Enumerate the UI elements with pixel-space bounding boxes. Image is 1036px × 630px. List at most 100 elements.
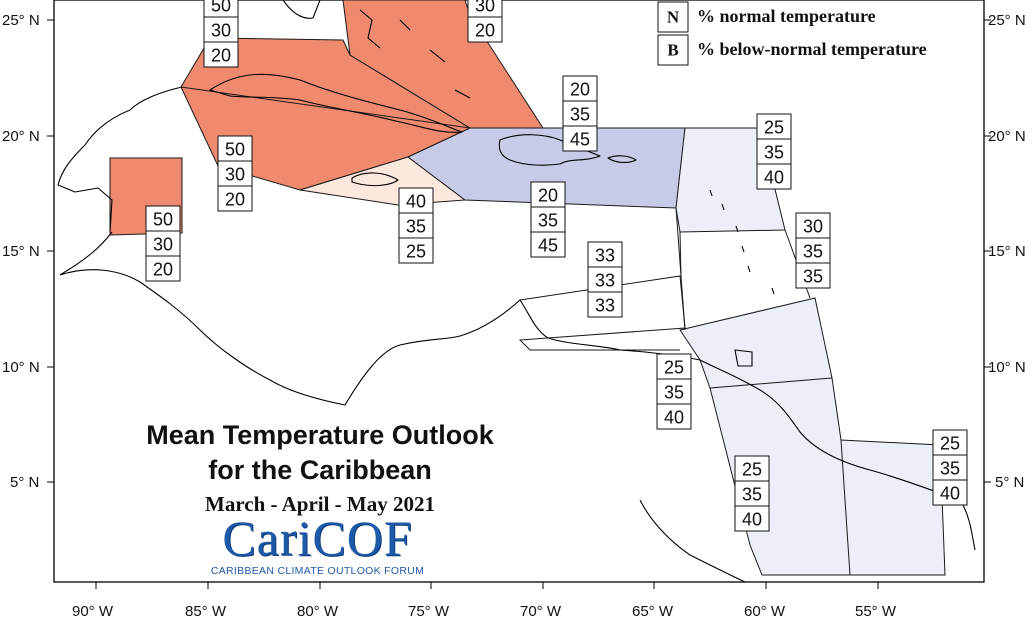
lat-label: 25° N	[988, 12, 1026, 29]
logo-wordmark: CariCOF	[222, 510, 413, 566]
legend-label: % below-normal temperature	[697, 39, 927, 59]
probability-cell	[656, 353, 692, 380]
lat-label: 5° N	[10, 474, 39, 491]
legend-key-box	[657, 34, 689, 66]
lat-label: 20° N	[2, 128, 40, 145]
probability-value: 40	[940, 484, 960, 504]
lon-label: 55° W	[855, 603, 897, 620]
probability-value: 35	[406, 217, 426, 237]
axis-ticks	[47, 19, 991, 589]
probability-value: 40	[764, 168, 784, 188]
probability-value: 40	[406, 192, 426, 212]
lat-label: 10° N	[988, 359, 1026, 376]
probability-value: 45	[570, 130, 590, 150]
lat-label: 15° N	[988, 243, 1026, 260]
forecast-box-guyana: 25 35 40	[734, 455, 770, 532]
probability-cell	[217, 185, 253, 212]
forecast-box-cuba-north: 50 30 20	[203, 0, 239, 68]
season-label: March - April - May 2021	[205, 492, 435, 516]
probability-value: 40	[664, 408, 684, 428]
coast-bahamas	[359, 9, 471, 99]
lon-label: 90° W	[72, 603, 114, 620]
probability-cell	[795, 212, 831, 239]
region-south-america	[679, 297, 946, 576]
probability-value: 35	[664, 383, 684, 403]
probability-cell	[932, 479, 968, 506]
probability-cell	[530, 206, 566, 233]
probability-cell	[562, 75, 598, 102]
forecast-box-cuba-west: 50 30 20	[217, 135, 253, 212]
probability-value: 35	[803, 267, 823, 287]
probability-cell	[795, 237, 831, 264]
probability-cell	[587, 266, 623, 293]
forecast-box-french-guiana: 25 35 40	[932, 429, 968, 506]
probability-cell	[145, 230, 181, 257]
lat-label: 15° N	[2, 243, 40, 260]
probability-value: 50	[153, 210, 173, 230]
probability-value: 33	[595, 271, 615, 291]
forecast-box-belize: 50 30 20	[145, 205, 181, 282]
legend-key: N	[667, 8, 680, 27]
title-block: Mean Temperature Outlook for the Caribbe…	[100, 418, 540, 517]
coastlines	[57, 0, 976, 583]
lon-label: 70° W	[520, 603, 562, 620]
lon-label: 80° W	[297, 603, 339, 620]
probability-value: 25	[664, 358, 684, 378]
lon-label: 85° W	[185, 603, 227, 620]
probability-value: 35	[538, 211, 558, 231]
map-title: Mean Temperature Outlook	[146, 420, 494, 450]
probability-value: 20	[475, 21, 495, 41]
longitude-labels: 90° W 85° W 80° W 75° W 70° W 65° W 60° …	[72, 603, 897, 620]
forecast-box-caribbean-sea: 33 33 33	[587, 241, 623, 318]
coast-jamaica	[351, 172, 399, 187]
probability-value: 40	[742, 510, 762, 530]
probability-cell	[145, 255, 181, 282]
forecast-boxes: 5030205030205030203020403525203545203545…	[145, 0, 968, 532]
probability-cell	[587, 241, 623, 268]
coast-lesser-antilles	[709, 189, 775, 367]
probability-cell	[530, 231, 566, 258]
lat-label: 20° N	[988, 128, 1026, 145]
legend-label: % normal temperature	[697, 6, 876, 26]
probability-cell	[932, 429, 968, 456]
coast-hispaniola	[498, 134, 601, 166]
probability-value: 35	[742, 485, 762, 505]
forecast-box-windward-islands: 30 35 35	[795, 212, 831, 289]
probability-cell	[932, 454, 968, 481]
probability-cell	[734, 480, 770, 507]
forecast-box-jamaica: 40 35 25	[398, 187, 434, 264]
probability-cell	[756, 138, 792, 165]
probability-value: 50	[211, 0, 231, 16]
probability-cell	[656, 403, 692, 430]
latitude-labels-right: 25° N 20° N 15° N 10° N 5° N	[988, 12, 1026, 491]
map-title-line2: for the Caribbean	[208, 455, 432, 485]
probability-cell	[467, 16, 503, 43]
probability-value: 33	[595, 296, 615, 316]
probability-value: 35	[764, 143, 784, 163]
probability-value: 33	[595, 246, 615, 266]
probability-value: 25	[764, 118, 784, 138]
legend-key: B	[667, 41, 678, 60]
lat-label: 10° N	[2, 359, 40, 376]
probability-value: 20	[211, 46, 231, 66]
probability-value: 20	[538, 186, 558, 206]
probability-value: 30	[225, 165, 245, 185]
probability-cell	[734, 505, 770, 532]
probability-cell	[217, 160, 253, 187]
probability-value: 35	[570, 105, 590, 125]
map-frame	[53, 0, 985, 583]
coast-puerto-rico	[607, 155, 637, 163]
lon-label: 75° W	[408, 603, 450, 620]
probability-cell	[203, 41, 239, 68]
probability-value: 35	[940, 459, 960, 479]
probability-value: 25	[406, 242, 426, 262]
caricof-logo: CariCOF CARIBBEAN CLIMATE OUTLOOK FORUM	[200, 512, 435, 580]
probability-value: 30	[803, 217, 823, 237]
forecast-box-hispaniola-north: 20 35 45	[562, 75, 598, 152]
coast-central-south-america	[57, 109, 976, 551]
coast-amazon	[639, 499, 746, 583]
probability-cell	[734, 455, 770, 482]
probability-value: 35	[803, 242, 823, 262]
